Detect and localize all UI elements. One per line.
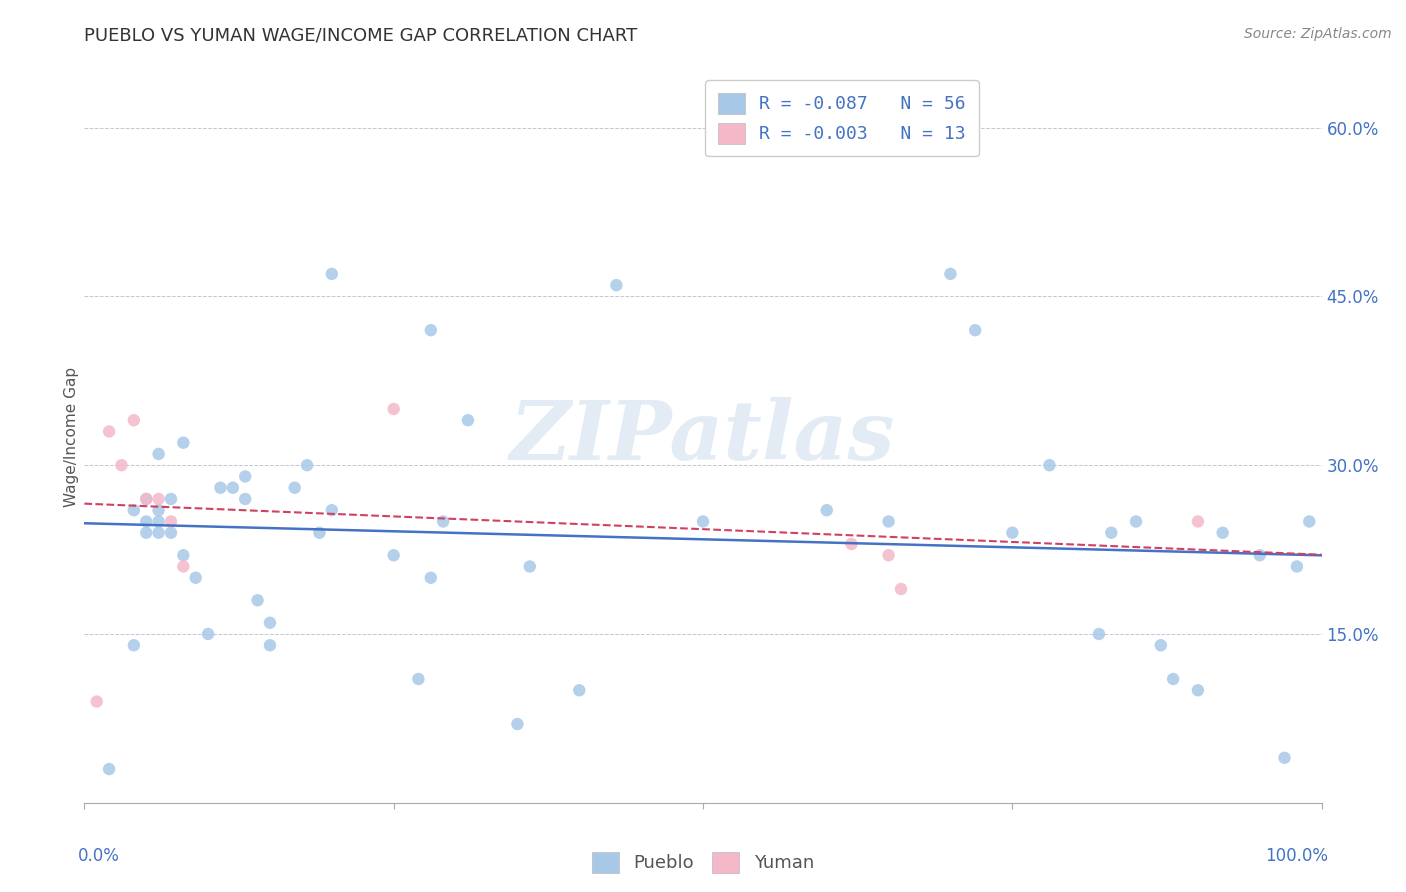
Point: [321, 503, 343, 517]
Y-axis label: Wage/Income Gap: Wage/Income Gap: [63, 367, 79, 508]
Point: [122, 638, 145, 652]
Point: [148, 515, 170, 529]
Point: [1125, 515, 1147, 529]
Point: [321, 267, 343, 281]
Text: 100.0%: 100.0%: [1265, 847, 1327, 864]
Point: [1187, 683, 1209, 698]
Point: [692, 515, 714, 529]
Text: PUEBLO VS YUMAN WAGE/INCOME GAP CORRELATION CHART: PUEBLO VS YUMAN WAGE/INCOME GAP CORRELAT…: [84, 27, 637, 45]
Point: [160, 525, 183, 540]
Point: [1298, 515, 1320, 529]
Point: [419, 323, 441, 337]
Point: [135, 491, 157, 506]
Point: [1161, 672, 1184, 686]
Point: [1099, 525, 1122, 540]
Text: 0.0%: 0.0%: [79, 847, 120, 864]
Point: [1249, 548, 1271, 562]
Point: [1212, 525, 1234, 540]
Point: [1274, 751, 1296, 765]
Point: [1038, 458, 1060, 473]
Point: [295, 458, 318, 473]
Point: [605, 278, 627, 293]
Legend: Pueblo, Yuman: Pueblo, Yuman: [583, 843, 823, 881]
Point: [877, 548, 900, 562]
Point: [160, 515, 183, 529]
Point: [382, 401, 405, 416]
Point: [148, 503, 170, 517]
Point: [222, 481, 245, 495]
Point: [939, 267, 962, 281]
Point: [815, 503, 838, 517]
Point: [259, 638, 281, 652]
Point: [432, 515, 454, 529]
Point: [86, 694, 108, 708]
Point: [457, 413, 479, 427]
Point: [148, 525, 170, 540]
Point: [172, 435, 194, 450]
Point: [308, 525, 330, 540]
Point: [122, 503, 145, 517]
Point: [1088, 627, 1111, 641]
Point: [1187, 515, 1209, 529]
Point: [122, 413, 145, 427]
Point: [1150, 638, 1173, 652]
Point: [519, 559, 541, 574]
Point: [841, 537, 863, 551]
Point: [1001, 525, 1024, 540]
Point: [172, 559, 194, 574]
Point: [148, 447, 170, 461]
Point: [890, 582, 912, 596]
Point: [877, 515, 900, 529]
Point: [284, 481, 307, 495]
Point: [98, 762, 121, 776]
Point: [148, 491, 170, 506]
Point: [197, 627, 219, 641]
Point: [419, 571, 441, 585]
Point: [259, 615, 281, 630]
Point: [184, 571, 207, 585]
Point: [135, 491, 157, 506]
Point: [246, 593, 269, 607]
Point: [382, 548, 405, 562]
Point: [568, 683, 591, 698]
Point: [408, 672, 430, 686]
Point: [233, 469, 256, 483]
Point: [110, 458, 132, 473]
Point: [965, 323, 987, 337]
Point: [135, 515, 157, 529]
Point: [98, 425, 121, 439]
Point: [506, 717, 529, 731]
Point: [160, 491, 183, 506]
Point: [233, 491, 256, 506]
Point: [209, 481, 232, 495]
Text: ZIPatlas: ZIPatlas: [510, 397, 896, 477]
Point: [135, 525, 157, 540]
Point: [1285, 559, 1308, 574]
Text: Source: ZipAtlas.com: Source: ZipAtlas.com: [1244, 27, 1392, 41]
Point: [172, 548, 194, 562]
